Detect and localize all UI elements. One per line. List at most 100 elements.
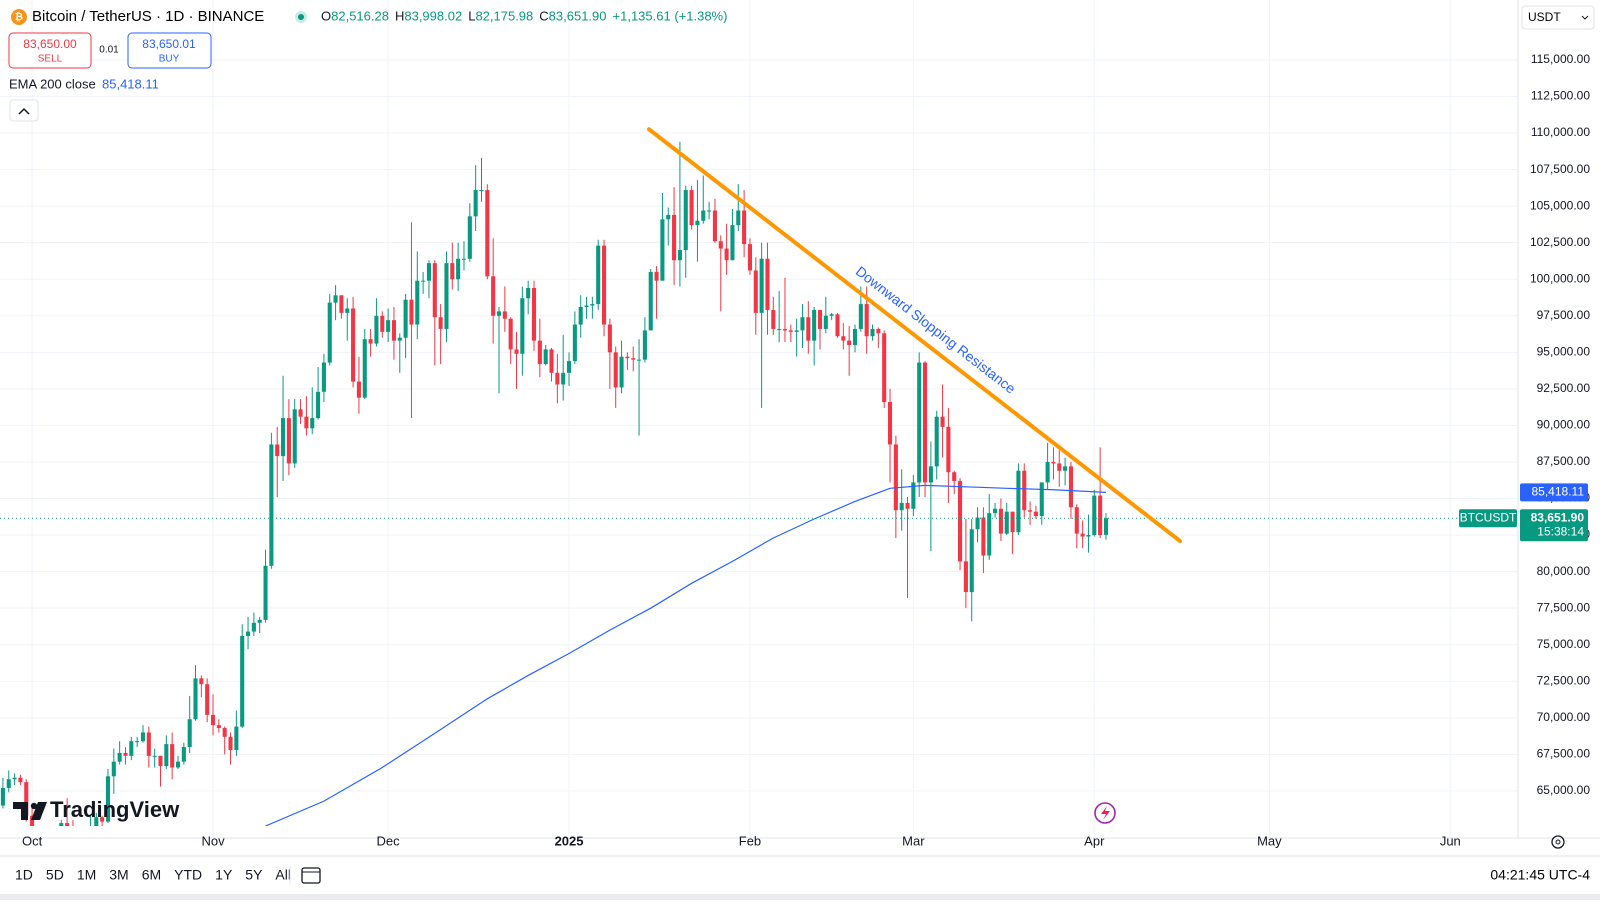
- candle-body: [415, 280, 420, 325]
- candle-body: [6, 779, 11, 788]
- candle-body: [473, 190, 478, 217]
- candle-body: [380, 315, 385, 332]
- x-tick-label: May: [1257, 833, 1282, 848]
- candle-body: [969, 529, 974, 593]
- candle-body: [304, 416, 309, 429]
- candle-body: [175, 761, 181, 768]
- currency[interactable]: USDT: [1528, 10, 1561, 24]
- sell-button[interactable]: 83,650.00 SELL: [8, 32, 92, 69]
- candle-body: [765, 258, 770, 310]
- candle-body: [835, 314, 840, 337]
- clock: 04:21:45 UTC-4: [1490, 867, 1590, 883]
- candle-body: [660, 219, 665, 281]
- candle-body: [356, 381, 361, 398]
- candle-body: [782, 328, 788, 331]
- coin-icon-glyph: ₿: [15, 11, 23, 23]
- ohlc-value: 83,651.90: [549, 8, 607, 23]
- sell-box[interactable]: [8, 32, 92, 69]
- sell-price[interactable]: 83,650.00: [23, 37, 77, 51]
- candle-body: [602, 245, 607, 325]
- range-button[interactable]: 5Y: [245, 867, 263, 883]
- candle-body: [409, 299, 414, 325]
- buy-box[interactable]: [127, 32, 212, 69]
- y-tick-label: 97,500.00: [1537, 308, 1591, 322]
- y-tick-label: 65,000.00: [1537, 783, 1591, 797]
- candle-body: [1098, 495, 1103, 536]
- range-button[interactable]: 1Y: [215, 867, 233, 883]
- range-button[interactable]: 6M: [142, 867, 161, 883]
- settings-icon[interactable]: [1551, 835, 1565, 849]
- candle-body: [806, 317, 811, 341]
- range-button[interactable]: 1M: [77, 867, 96, 883]
- buy-label[interactable]: BUY: [159, 54, 180, 65]
- symbol[interactable]: Bitcoin / TetherUS · 1D · BINANCE: [32, 8, 264, 25]
- logo-dot: [30, 802, 38, 810]
- candle-body: [152, 755, 157, 757]
- y-tick-label: 80,000.00: [1537, 564, 1591, 578]
- buy-button[interactable]: 83,650.01 BUY: [127, 32, 212, 69]
- candle-body: [887, 402, 893, 445]
- y-tick-label: 77,500.00: [1537, 600, 1591, 614]
- candle-body: [963, 561, 968, 593]
- collapse-button[interactable]: [9, 99, 39, 122]
- x-tick-label: Oct: [22, 833, 43, 848]
- candle-body: [374, 315, 379, 344]
- candle-body: [327, 302, 332, 363]
- candle-body: [158, 755, 163, 767]
- logo-slash: [31, 802, 47, 820]
- range-button[interactable]: YTD: [174, 867, 202, 883]
- candle-body: [30, 815, 35, 826]
- range-button[interactable]: 1D: [15, 867, 33, 883]
- candle-body: [135, 741, 140, 743]
- trendline[interactable]: [646, 127, 1183, 544]
- candle-body: [205, 684, 210, 715]
- candle-body: [701, 210, 706, 221]
- candle-body: [228, 736, 233, 750]
- candle-body: [71, 832, 75, 833]
- currency-select[interactable]: [1521, 5, 1595, 30]
- spread: 0.01: [99, 45, 119, 56]
- candle-body: [952, 472, 957, 481]
- candle-body: [251, 622, 256, 632]
- ohlc-key: H: [395, 8, 404, 23]
- y-tick-label: 87,500.00: [1537, 454, 1591, 468]
- candle-body: [88, 827, 92, 859]
- candle-body: [864, 304, 869, 337]
- candle-body: [817, 309, 823, 329]
- candle-body: [520, 298, 525, 354]
- candle-body: [461, 258, 467, 260]
- candle-body: [975, 517, 980, 530]
- sell-label[interactable]: SELL: [38, 54, 63, 65]
- candle-body: [450, 263, 455, 280]
- logo-text: TradingView: [50, 797, 180, 822]
- candle-body: [292, 409, 297, 464]
- alert-icon[interactable]: [1094, 802, 1116, 824]
- candle-body: [584, 305, 589, 308]
- candle-body: [444, 263, 449, 329]
- buy-price[interactable]: 83,650.01: [142, 37, 196, 51]
- candle-body: [1033, 511, 1038, 517]
- candle-body: [998, 508, 1003, 534]
- range-button[interactable]: 3M: [109, 867, 128, 883]
- candle-body: [286, 418, 291, 464]
- candle-body: [642, 330, 647, 360]
- indicator-name[interactable]: EMA 200 close: [9, 76, 96, 91]
- candle-body: [181, 747, 186, 762]
- x-tick-label: Jun: [1440, 833, 1461, 848]
- candle-body: [508, 318, 513, 350]
- candle-body: [928, 466, 933, 483]
- candle-body: [12, 777, 17, 780]
- candle-body: [351, 308, 356, 382]
- candle-body: [263, 565, 268, 620]
- logo: TradingView: [13, 797, 180, 822]
- candle-body: [164, 744, 169, 767]
- candle-body: [742, 210, 747, 245]
- calendar-icon[interactable]: [301, 867, 321, 884]
- plot: Downward Slopping Resistance: [0, 127, 1518, 859]
- range-button[interactable]: 5D: [46, 867, 64, 883]
- range-button[interactable]: All: [275, 867, 291, 883]
- candle-body: [281, 418, 286, 457]
- x-tick-label: 2025: [555, 833, 584, 848]
- y-tick-label: 70,000.00: [1537, 710, 1591, 724]
